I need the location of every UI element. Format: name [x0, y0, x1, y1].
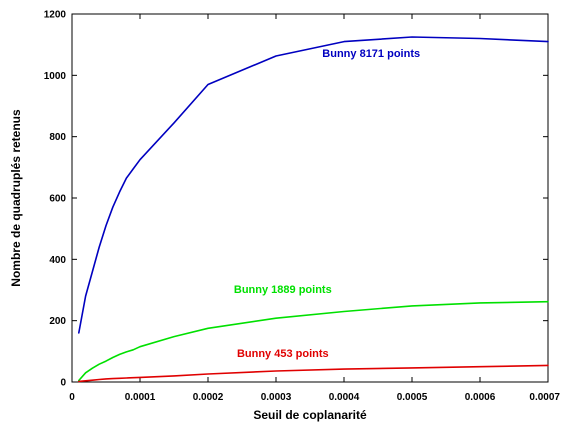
y-tick-label: 1000: [44, 71, 67, 82]
x-tick-label: 0.0004: [329, 392, 360, 403]
plot-frame-group: [71, 13, 549, 383]
y-tick-label: 400: [49, 255, 66, 266]
series-line-1: [78, 36, 549, 334]
y-axis-ticks: 0 200 400 600 800 1000 1200: [44, 10, 548, 389]
y-tick-label: 200: [49, 316, 66, 327]
series-label-3: Bunny 453 points: [237, 348, 329, 360]
y-axis-title: Nombre de quadruplés retenus: [9, 109, 23, 287]
x-tick-label: 0.0006: [465, 392, 496, 403]
x-tick-label: 0.0002: [193, 392, 224, 403]
series-line-3: [78, 364, 549, 383]
x-tick-label: 0.0005: [397, 392, 428, 403]
y-tick-label: 1200: [44, 10, 67, 21]
series-labels: Bunny 8171 points Bunny 1889 points Bunny …: [234, 48, 420, 360]
x-tick-label: 0.0003: [261, 392, 292, 403]
y-tick-label: 800: [49, 132, 66, 143]
x-tick-label: 0: [69, 392, 75, 403]
plot-frame: [71, 13, 549, 383]
x-tick-label: 0.0001: [125, 392, 156, 403]
series-line-2: [78, 300, 549, 382]
x-tick-label: 0.0007: [529, 392, 560, 403]
series-label-2: Bunny 1889 points: [234, 284, 332, 296]
x-axis-title: Seuil de coplanarité: [253, 408, 367, 422]
y-tick-label: 0: [60, 378, 66, 389]
x-axis-ticks: 0 0.0001 0.0002 0.0003 0.0004 0.0005 0.0006 0.0…: [69, 14, 560, 403]
y-tick-label: 600: [49, 194, 66, 205]
series-label-1: Bunny 8171 points: [322, 48, 420, 60]
series-lines: [78, 36, 549, 383]
